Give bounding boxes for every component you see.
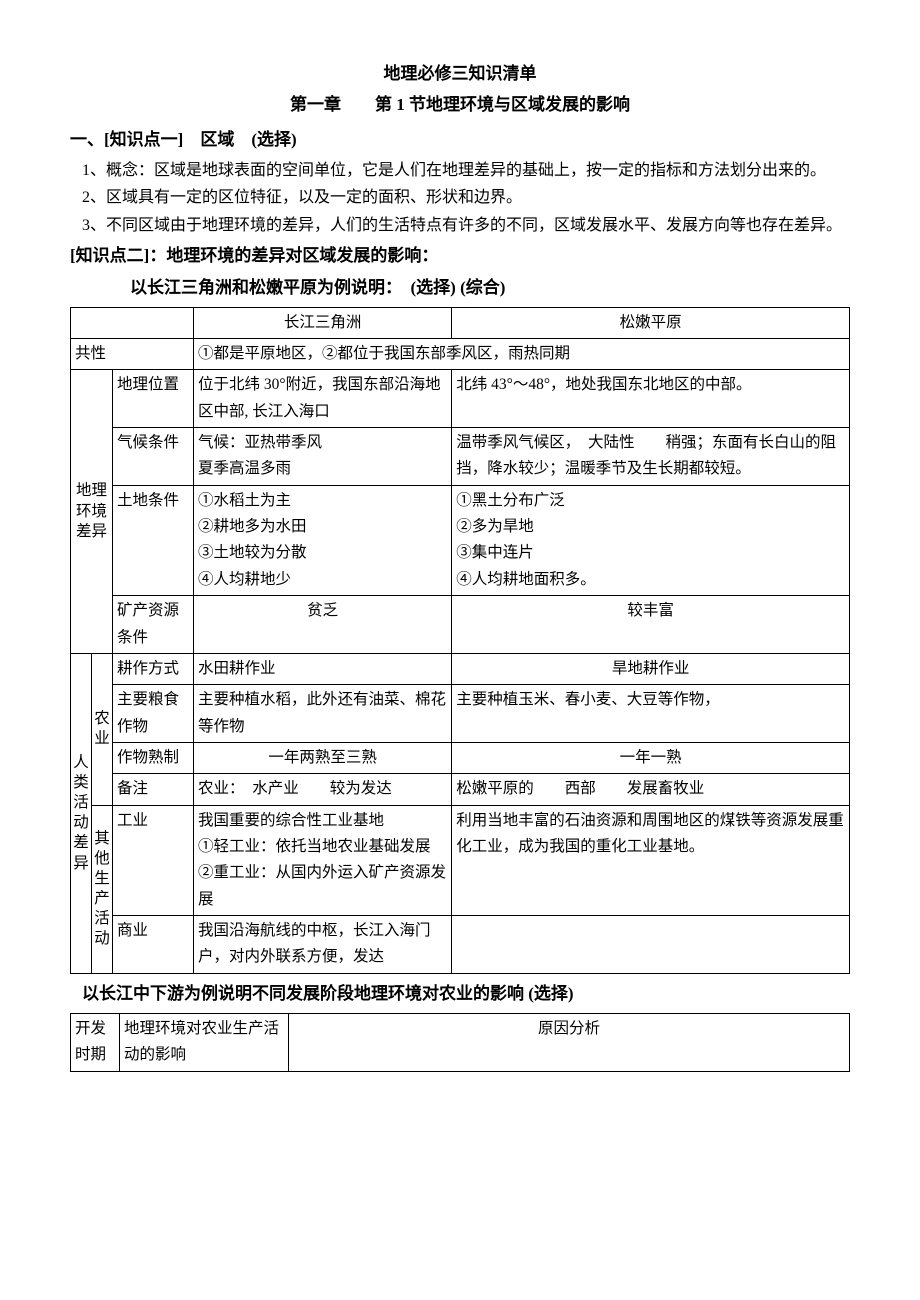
ripe-label: 作物熟制 [113,742,194,773]
note-label: 备注 [113,774,194,805]
climate-a: 气候：亚热带季风夏季高温多雨 [194,428,452,486]
crop-a: 主要种植水稻，此外还有油菜、棉花等作物 [194,685,452,743]
crop-b: 主要种植玉米、春小麦、大豆等作物， [452,685,850,743]
commerce-label: 商业 [113,915,194,973]
note-b: 松嫩平原的 西部 发展畜牧业 [452,774,850,805]
mineral-label: 矿产资源条件 [113,596,194,654]
ripe-a: 一年两熟至三熟 [194,742,452,773]
section2-heading: [知识点二]：地理环境的差异对区域发展的影响： [70,242,850,269]
th-changjiang: 长江三角洲 [194,307,452,338]
stages-table: 开发时期 地理环境对农业生产活动的影响 原因分析 [70,1013,850,1072]
page-title: 地理必修三知识清单 [70,60,850,87]
land-b: ①黑土分布广泛②多为旱地③集中连片④人均耕地面积多。 [452,485,850,595]
section3-heading: 以长江中下游为例说明不同发展阶段地理环境对农业的影响 (选择) [82,980,850,1007]
loc-label: 地理位置 [113,370,194,428]
t2-col3: 原因分析 [289,1013,850,1071]
th-songnen: 松嫩平原 [452,307,850,338]
climate-label: 气候条件 [113,428,194,486]
farm-mode-b: 旱地耕作业 [452,653,850,684]
page-subtitle: 第一章 第 1 节地理环境与区域发展的影响 [70,91,850,118]
comparison-table: 长江三角洲 松嫩平原 共性 ①都是平原地区，②都位于我国东部季风区，雨热同期 地… [70,307,850,974]
industry-a: 我国重要的综合性工业基地①轻工业：依托当地农业基础发展②重工业：从国内外运入矿产… [194,805,452,915]
land-label: 土地条件 [113,485,194,595]
commerce-a: 我国沿海航线的中枢，长江入海门户，对内外联系方便，发达 [194,915,452,973]
section1-heading: 一、[知识点一] 区域 (选择) [70,126,850,153]
t2-col1: 开发时期 [71,1013,120,1071]
section2-sub: 以长江三角洲和松嫩平原为例说明： (选择) (综合) [130,274,850,301]
land-a: ①水稻土为主②耕地多为水田③土地较为分散④人均耕地少 [194,485,452,595]
industry-label: 工业 [113,805,194,915]
ripe-b: 一年一熟 [452,742,850,773]
loc-b: 北纬 43°～48°，地处我国东北地区的中部。 [452,370,850,428]
row-common-label: 共性 [71,339,194,370]
env-diff-label: 地理环境差异 [71,370,113,653]
climate-b: 温带季风气候区， 大陆性 稍强；东面有长白山的阻挡，降水较少；温暖季节及生长期都… [452,428,850,486]
agri-label: 农业 [92,653,113,805]
section1-p2: 2、区域具有一定的区位特征，以及一定的面积、形状和边界。 [82,185,850,211]
mineral-a: 贫乏 [194,596,452,654]
section1-p1: 1、概念：区域是地球表面的空间单位，它是人们在地理差异的基础上，按一定的指标和方… [82,158,850,184]
activity-diff-label: 人类活动差异 [71,653,92,973]
other-prod-label: 其他生产活动 [92,805,113,973]
section1-p3: 3、不同区域由于地理环境的差异，人们的生活特点有许多的不同，区域发展水平、发展方… [82,213,850,239]
note-a: 农业： 水产业 较为发达 [194,774,452,805]
crop-label: 主要粮食作物 [113,685,194,743]
t2-col2: 地理环境对农业生产活动的影响 [120,1013,289,1071]
farm-mode-label: 耕作方式 [113,653,194,684]
mineral-b: 较丰富 [452,596,850,654]
row-common-val: ①都是平原地区，②都位于我国东部季风区，雨热同期 [194,339,850,370]
loc-a: 位于北纬 30°附近，我国东部沿海地区中部, 长江入海口 [194,370,452,428]
industry-b: 利用当地丰富的石油资源和周围地区的煤铁等资源发展重化工业，成为我国的重化工业基地… [452,805,850,915]
farm-mode-a: 水田耕作业 [194,653,452,684]
